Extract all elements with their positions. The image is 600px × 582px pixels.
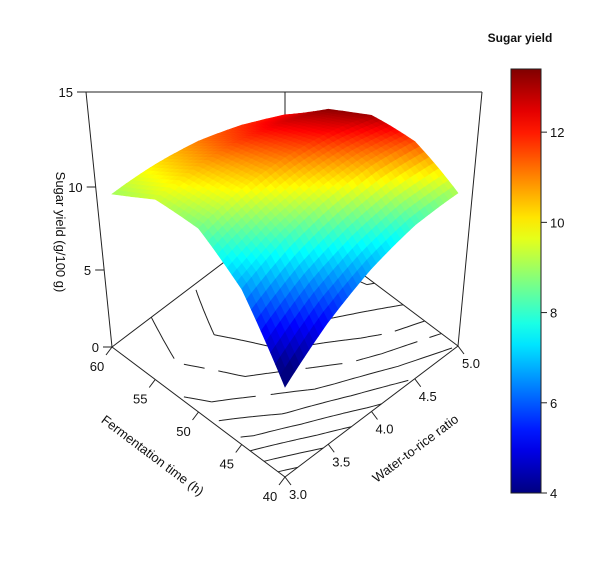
colorbar-tick-label: 8	[550, 306, 557, 321]
y-tick-label: 50	[176, 424, 190, 439]
contour-line	[263, 447, 324, 462]
y-tick-label: 40	[263, 489, 277, 504]
axis-ticks: 0 5 10 15 40 45 50 55 60 3.0 3.5 4.0 4.5 5.0	[59, 85, 481, 504]
surface-cell	[279, 367, 291, 388]
box-edge	[457, 91, 483, 347]
box-edge	[85, 91, 113, 348]
floor-contours	[150, 236, 453, 473]
y-tick-label: 55	[133, 392, 147, 407]
z-tick-label: 0	[92, 340, 99, 355]
colorbar	[510, 68, 542, 494]
z-tick-label: 5	[84, 263, 91, 278]
x-tick-label: 4.5	[419, 389, 437, 404]
x-tick	[284, 476, 292, 486]
y-tick-label: 45	[220, 457, 234, 472]
x-tick-label: 3.0	[289, 487, 307, 502]
y-tick	[192, 411, 199, 421]
contour-line	[183, 347, 453, 403]
contour-line	[218, 379, 409, 422]
surface	[111, 108, 459, 388]
x-tick	[371, 411, 378, 420]
colorbar-tick-label: 4	[550, 486, 557, 501]
z-axis-label: Sugar yield (g/100 g)	[53, 172, 68, 293]
colorbar-tick-label: 6	[550, 396, 557, 411]
y-tick	[105, 346, 113, 356]
x-tick-label: 4.0	[375, 422, 393, 437]
x-tick	[457, 345, 465, 355]
colorbar-title: Sugar yield	[488, 31, 553, 45]
x-tick	[327, 443, 335, 453]
y-tick	[235, 444, 243, 453]
y-tick-label: 60	[90, 359, 104, 374]
colorbar-tick-label: 10	[550, 215, 564, 230]
z-tick-label: 15	[59, 85, 73, 100]
y-tick	[278, 476, 286, 486]
contour-line	[240, 403, 382, 438]
colorbar-tick-label: 12	[550, 125, 564, 140]
z-tick-label: 10	[68, 180, 82, 195]
x-tick	[414, 378, 422, 388]
contour-line	[249, 426, 352, 452]
contour-line	[277, 466, 298, 473]
x-tick-label: 5.0	[462, 356, 480, 371]
x-tick-label: 3.5	[332, 454, 350, 469]
colorbar-ticks: 4 6 8 10 12	[541, 125, 564, 501]
y-tick	[148, 379, 156, 388]
